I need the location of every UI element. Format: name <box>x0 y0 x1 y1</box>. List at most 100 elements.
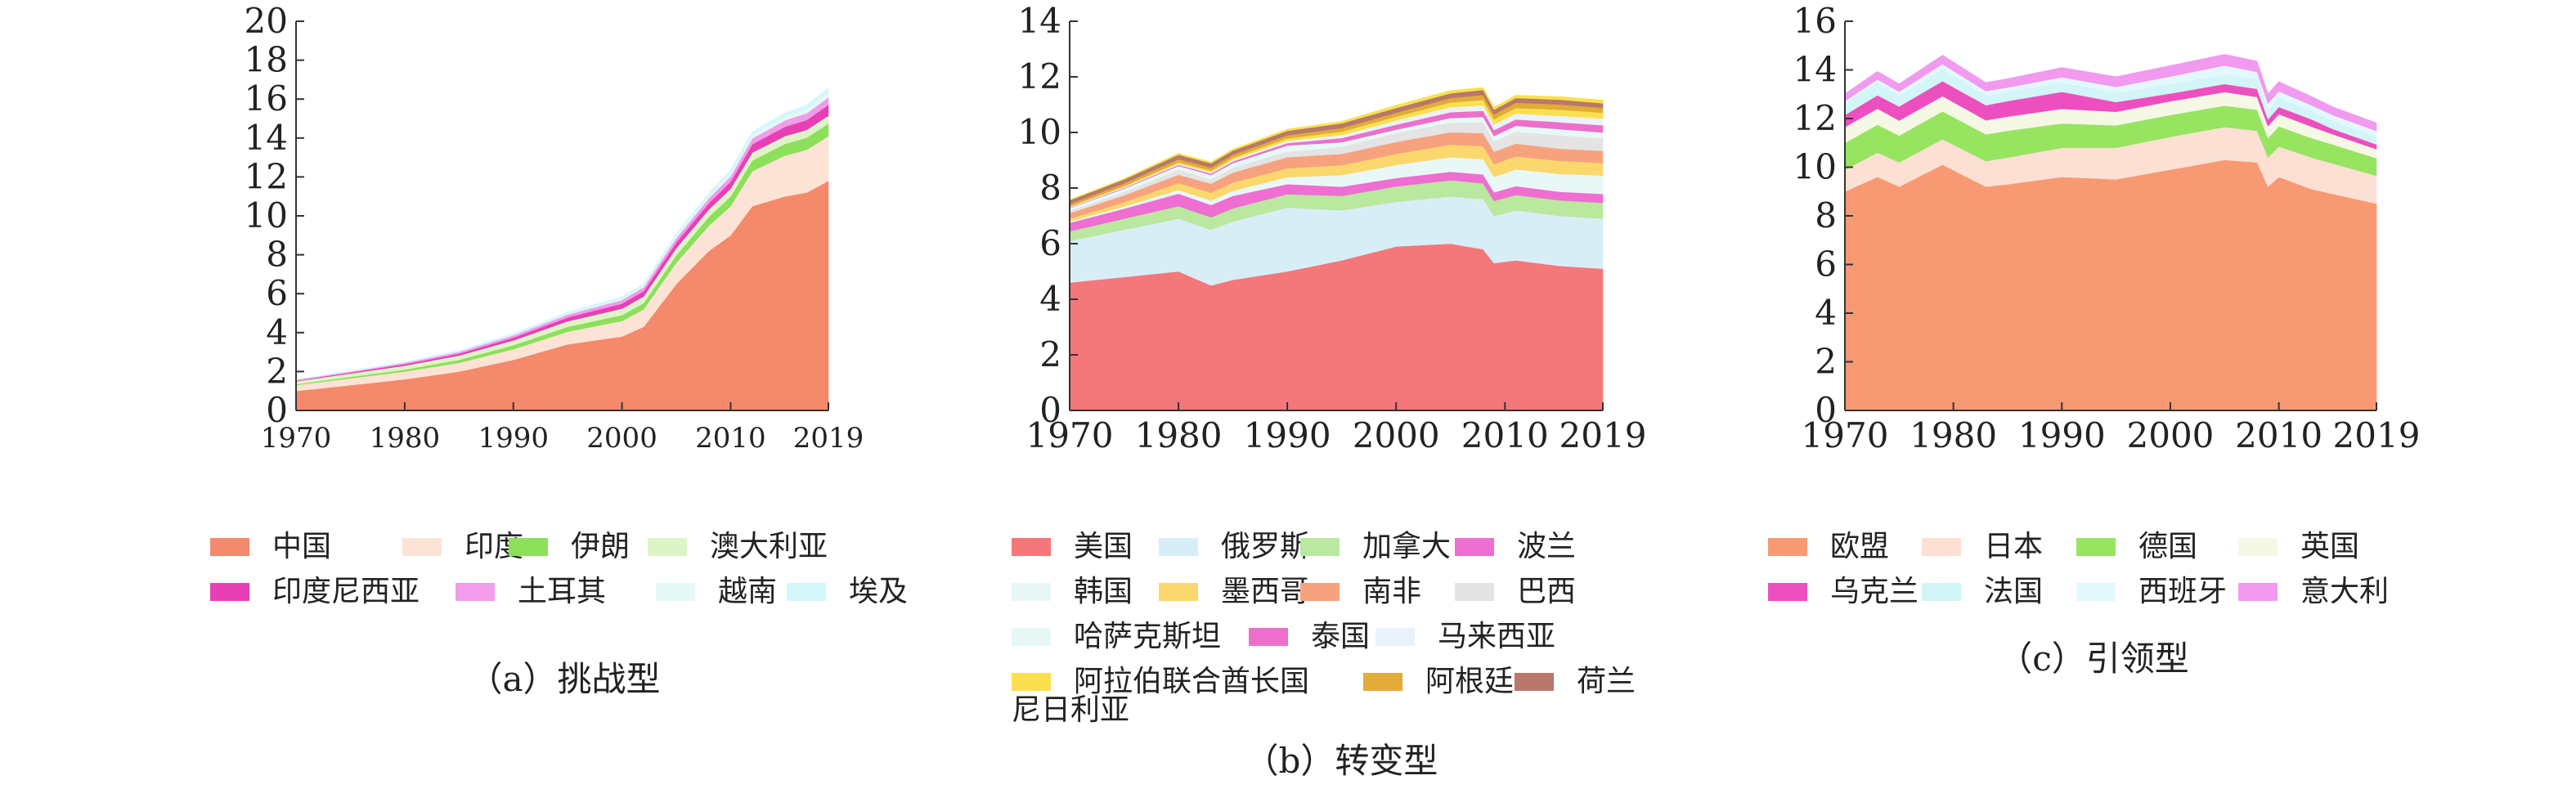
legend-swatch <box>509 538 548 556</box>
x-tick-label: 2019 <box>793 422 864 455</box>
y-tick-label: 14 <box>1793 50 1837 90</box>
legend-label: 法国 <box>1984 575 2043 608</box>
x-tick-label: 2010 <box>695 422 766 455</box>
legend-swatch <box>1300 583 1340 601</box>
legend-swatch <box>2076 538 2116 556</box>
y-tick-label: 12 <box>1793 98 1837 138</box>
legend-swatch <box>787 583 826 601</box>
legend-swatch <box>1922 538 1961 556</box>
legend-label: 俄罗斯 <box>1221 530 1309 563</box>
legend-swatch <box>1012 538 1051 556</box>
legend-label: 南非 <box>1362 575 1421 608</box>
y-tick-label: 4 <box>1815 293 1837 333</box>
legend-label: 美国 <box>1074 530 1133 563</box>
legend-label: 阿拉伯联合酋长国 <box>1074 665 1309 698</box>
x-tick-label: 1980 <box>1910 415 1997 455</box>
legend-swatch <box>656 583 695 601</box>
x-tick-label: 1990 <box>1244 415 1331 455</box>
legend-swatch <box>2238 583 2278 601</box>
y-tick-label: 6 <box>1039 223 1061 263</box>
legend-label: 墨西哥 <box>1221 575 1309 608</box>
y-tick-label: 12 <box>1018 56 1061 96</box>
legend-label: 阿根廷 <box>1425 665 1514 698</box>
legend-swatch <box>2076 583 2116 601</box>
legend-swatch <box>1768 583 1807 601</box>
x-tick-label: 2010 <box>2235 415 2322 455</box>
y-tick-label: 14 <box>1018 1 1061 41</box>
panel-caption: （a）挑战型 <box>468 659 660 699</box>
x-tick-label: 2000 <box>1353 415 1440 455</box>
panel-caption: （b）转变型 <box>1245 741 1438 781</box>
legend-label: 越南 <box>718 575 777 608</box>
y-tick-label: 16 <box>245 78 288 119</box>
y-tick-label: 18 <box>245 40 288 80</box>
legend-swatch <box>456 583 495 601</box>
area-series-0 <box>1844 159 2377 411</box>
y-tick-label: 6 <box>1815 244 1837 285</box>
legend-swatch <box>1012 628 1051 646</box>
y-tick-label: 16 <box>1793 1 1837 41</box>
y-tick-label: 10 <box>245 195 288 235</box>
x-tick-label: 2019 <box>2333 415 2421 455</box>
legend-label: 加拿大 <box>1362 530 1451 563</box>
legend-swatch <box>210 538 249 556</box>
x-tick-label: 2000 <box>2127 415 2215 455</box>
y-tick-label: 0 <box>1815 390 1837 430</box>
legend-label: 德国 <box>2138 530 2197 563</box>
legend-label: 波兰 <box>1517 530 1576 563</box>
y-tick-label: 10 <box>1018 112 1061 152</box>
legend-swatch <box>1159 583 1198 601</box>
y-tick-label: 12 <box>245 156 288 196</box>
legend-label: 土耳其 <box>518 575 606 608</box>
legend-swatch <box>1012 583 1051 601</box>
area-series-7 <box>1844 54 2377 132</box>
legend-label: 西班牙 <box>2138 575 2227 608</box>
y-tick-label: 0 <box>266 390 288 430</box>
area-series-7 <box>295 87 829 380</box>
x-tick-label: 1990 <box>478 422 549 455</box>
legend-swatch <box>402 538 442 556</box>
x-tick-label: 1970 <box>261 422 332 455</box>
legend-swatch <box>1249 628 1288 646</box>
y-tick-label: 4 <box>266 312 288 352</box>
y-tick-label: 14 <box>245 118 288 158</box>
panel-c-leading: 0 2 4 6 8 10 12 14 16 1970 1980 1990 2000 2010 2019 欧盟 日… <box>1768 1 2420 679</box>
legend-swatch <box>210 583 249 601</box>
legend-label: 荷兰 <box>1577 665 1636 698</box>
legend-swatch <box>1922 583 1961 601</box>
x-tick-label: 2010 <box>1461 415 1549 455</box>
x-tick-label: 1970 <box>1802 415 1889 455</box>
legend-label: 巴西 <box>1517 575 1576 608</box>
x-tick-label: 2000 <box>586 422 657 455</box>
legend-swatch <box>1376 628 1415 646</box>
y-tick-label: 6 <box>266 273 288 313</box>
y-tick-label: 2 <box>1815 342 1837 382</box>
x-tick-label: 1990 <box>2018 415 2106 455</box>
y-tick-label: 2 <box>266 351 288 391</box>
panel-caption: （c）引领型 <box>1998 639 2189 679</box>
legend-label: 中国 <box>272 530 331 563</box>
legend-label: 泰国 <box>1311 620 1370 653</box>
legend-label: 日本 <box>1984 530 2043 563</box>
legend-swatch <box>2238 538 2278 556</box>
legend-label: 尼日利亚 <box>1012 693 1129 727</box>
y-tick-label: 8 <box>266 235 288 275</box>
legend-label: 韩国 <box>1074 575 1133 608</box>
y-tick-label: 10 <box>1793 147 1837 187</box>
y-tick-label: 0 <box>1039 390 1061 430</box>
legend-label: 哈萨克斯坦 <box>1074 620 1221 653</box>
y-tick-label: 20 <box>245 1 288 41</box>
legend-swatch <box>1012 673 1051 691</box>
y-tick-label: 4 <box>1039 279 1061 319</box>
legend-swatch <box>1300 538 1340 556</box>
panel-b-transition: 0 2 4 6 8 10 12 14 1970 1980 1990 2000 2010 2019 美国 俄罗斯… <box>1012 1 1646 781</box>
y-tick-label: 8 <box>1815 195 1837 235</box>
legend-label: 马来西亚 <box>1438 620 1555 653</box>
legend-label: 埃及 <box>849 575 908 608</box>
y-tick-label: 2 <box>1039 334 1061 374</box>
area-series-14 <box>1069 87 1604 201</box>
legend-swatch <box>1363 673 1402 691</box>
legend-swatch <box>1515 673 1554 691</box>
